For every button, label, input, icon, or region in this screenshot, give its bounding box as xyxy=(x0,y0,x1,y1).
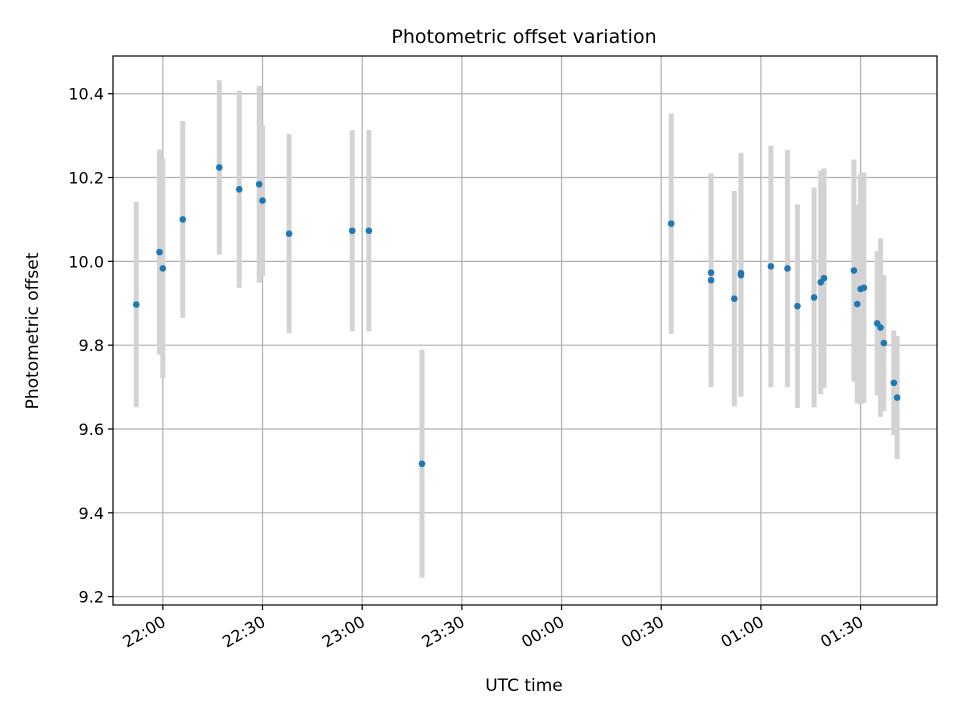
data-point xyxy=(667,220,675,227)
data-point xyxy=(365,227,373,235)
data-point xyxy=(255,180,263,188)
y-tick-label: 9.6 xyxy=(79,420,104,439)
data-point xyxy=(235,185,243,193)
data-point xyxy=(853,300,861,308)
data-point xyxy=(159,265,167,272)
data-point xyxy=(737,271,745,279)
data-point xyxy=(890,379,898,387)
y-tick-label: 9.2 xyxy=(79,588,104,607)
data-point xyxy=(285,230,293,237)
data-point xyxy=(348,227,356,235)
data-point xyxy=(132,301,140,308)
data-point xyxy=(784,265,791,272)
plot-frame xyxy=(112,55,938,606)
data-point xyxy=(820,274,828,282)
data-point xyxy=(259,197,266,204)
data-point xyxy=(794,302,801,310)
chart-title: Photometric offset variation xyxy=(391,26,656,48)
data-point xyxy=(418,460,426,468)
y-tick-label: 9.8 xyxy=(79,336,104,355)
data-point xyxy=(810,294,818,301)
data-point xyxy=(893,394,901,401)
data-point xyxy=(860,284,868,292)
data-point xyxy=(877,324,884,331)
data-points xyxy=(132,164,901,468)
y-tick-label: 10.2 xyxy=(68,169,104,188)
data-point xyxy=(179,216,187,223)
data-point xyxy=(850,267,858,274)
data-point xyxy=(156,248,163,256)
y-tick-label: 10.0 xyxy=(68,252,104,271)
data-point xyxy=(216,164,223,171)
grid-lines xyxy=(113,56,937,605)
data-point xyxy=(767,263,775,270)
y-tick-label: 10.4 xyxy=(68,85,104,104)
y-tick-label: 9.4 xyxy=(79,504,104,523)
data-point xyxy=(707,276,715,284)
x-axis-label: UTC time xyxy=(485,676,563,696)
y-axis-label: Photometric offset xyxy=(23,252,43,409)
data-point xyxy=(731,295,738,302)
data-point xyxy=(707,269,715,276)
data-point xyxy=(880,339,888,347)
